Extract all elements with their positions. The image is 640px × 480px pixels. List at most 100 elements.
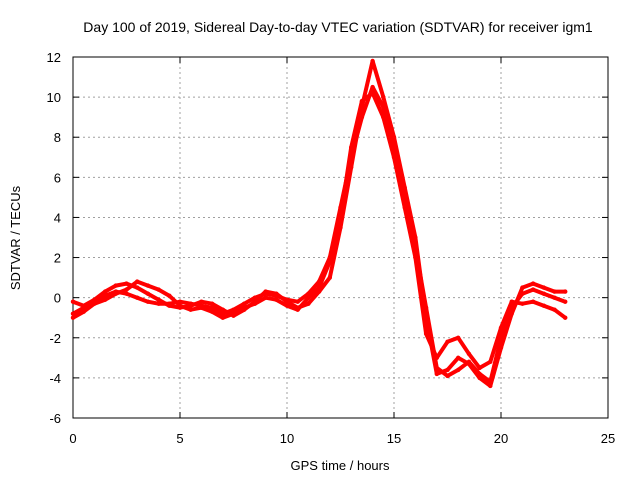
data-point (466, 361, 472, 367)
data-point (135, 279, 140, 284)
data-point (423, 331, 429, 336)
data-point (263, 295, 268, 300)
data-point (199, 299, 204, 304)
data-point (370, 90, 375, 96)
data-point (156, 287, 161, 292)
data-point (295, 299, 300, 304)
data-point (563, 299, 568, 304)
y-tick-label: -2 (49, 331, 61, 346)
data-point (498, 345, 504, 350)
data-point (199, 305, 204, 310)
data-point (263, 289, 268, 294)
data-point (70, 299, 76, 304)
y-axis-label: SDTVAR / TECUs (8, 185, 23, 290)
data-point (124, 281, 129, 286)
data-point (135, 295, 140, 300)
data-point (402, 205, 407, 210)
y-tick-label: 6 (54, 170, 61, 185)
data-point (220, 307, 225, 312)
x-tick-label: 25 (601, 431, 615, 446)
data-point (188, 303, 193, 308)
data-point (552, 307, 557, 312)
data-point (349, 145, 354, 150)
data-point (113, 291, 119, 296)
data-point (530, 299, 536, 304)
data-point (220, 315, 225, 320)
data-point (284, 303, 290, 308)
data-point (488, 383, 493, 389)
y-tick-label: 4 (54, 210, 61, 225)
data-point (456, 355, 461, 360)
data-point (167, 293, 172, 298)
y-tick-label: 10 (47, 90, 61, 105)
series-line-trace-3 (71, 91, 568, 370)
data-point (188, 307, 193, 312)
data-point (391, 135, 397, 140)
data-point (541, 291, 546, 296)
y-tick-label: 0 (54, 291, 61, 306)
data-point (381, 115, 386, 120)
data-point (92, 301, 97, 306)
data-point (456, 367, 461, 373)
data-point (552, 289, 557, 294)
data-point (413, 255, 418, 260)
data-point (92, 297, 97, 302)
y-tick-label: 2 (54, 251, 61, 266)
data-point (167, 303, 172, 308)
data-point (402, 185, 407, 190)
data-point (509, 311, 514, 316)
data-point (209, 309, 215, 314)
data-point (274, 297, 279, 302)
data-point (209, 301, 215, 306)
data-point (370, 84, 375, 90)
chart-title: Day 100 of 2019, Sidereal Day-to-day VTE… (83, 19, 593, 35)
data-point (413, 235, 418, 240)
x-tick-label: 0 (69, 431, 76, 446)
series-group (70, 58, 568, 389)
data-point (252, 301, 258, 306)
data-point (488, 359, 493, 364)
data-point (145, 299, 151, 304)
data-point (520, 301, 525, 306)
data-point (509, 299, 514, 304)
data-point (541, 285, 546, 290)
data-point (70, 315, 76, 320)
data-point (477, 375, 482, 381)
data-point (177, 303, 183, 308)
data-point (145, 283, 151, 288)
data-point (370, 58, 375, 64)
data-point (327, 275, 332, 280)
data-point (530, 287, 536, 292)
y-tick-label: -4 (49, 371, 61, 386)
data-point (520, 285, 525, 290)
data-point (477, 365, 482, 371)
x-tick-label: 5 (176, 431, 183, 446)
data-point (102, 289, 108, 294)
plot-frame (72, 56, 609, 419)
y-tick-label: 8 (54, 130, 61, 145)
data-point (466, 351, 472, 356)
data-point (563, 289, 568, 294)
data-point (359, 98, 365, 104)
data-point (102, 297, 108, 302)
grid (73, 57, 608, 418)
data-point (274, 291, 279, 296)
data-point (81, 309, 86, 314)
data-point (242, 301, 247, 306)
data-point (306, 295, 311, 300)
data-point (434, 371, 439, 377)
data-point (316, 285, 322, 290)
axis-ticks: 0 5 10 15 20 25 -6 -4 -2 0 2 4 6 8 10 12 (47, 50, 616, 446)
data-point (145, 291, 151, 296)
data-point (306, 301, 311, 306)
data-point (530, 281, 536, 286)
data-point (156, 297, 161, 302)
y-tick-label: 12 (47, 50, 61, 65)
data-point (113, 283, 119, 288)
series-line-trace-2 (71, 59, 568, 388)
data-point (456, 335, 461, 340)
data-point (445, 373, 450, 379)
x-tick-label: 20 (494, 431, 508, 446)
x-axis-label: GPS time / hours (291, 458, 390, 473)
